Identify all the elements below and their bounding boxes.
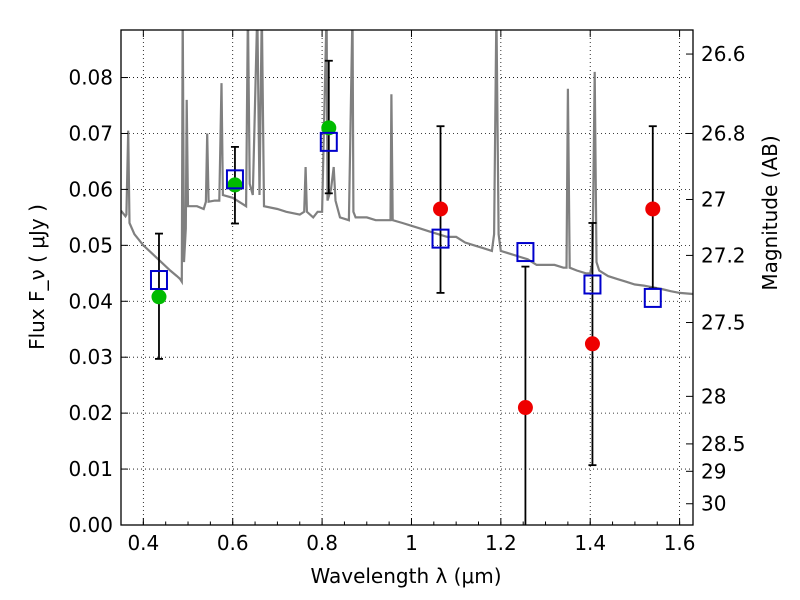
y-tick-label: 0.07 [68, 121, 113, 145]
y-tick-label: 0.00 [68, 513, 113, 537]
grid-layer [121, 30, 693, 526]
x-tick-label: 1.2 [485, 531, 517, 555]
right-ticks: 26.6 26.8 27 27.2 27.5 28 28.5 29 30 [686, 42, 746, 516]
right-tick-label: 26.6 [701, 42, 746, 66]
y-ticks: 0.00 0.01 0.02 0.03 0.04 0.05 0.06 0.07 0.08 [68, 66, 128, 537]
x-tick-label: 1.4 [574, 531, 606, 555]
x-tick-label: 1 [405, 531, 418, 555]
right-tick-label: 30 [701, 492, 726, 516]
model-square [583, 274, 602, 295]
green-data-point [321, 120, 337, 136]
right-tick-label: 27.5 [701, 311, 746, 335]
y-tick-label: 0.02 [68, 401, 113, 425]
spectrum-layer [121, 30, 693, 296]
x-tick-label: 0.6 [217, 531, 249, 555]
red-data-point [584, 336, 600, 352]
x-tick-label: 0.8 [306, 531, 338, 555]
y-tick-label: 0.04 [68, 289, 113, 313]
red-data-point [517, 400, 533, 416]
right-tick-label: 29 [701, 459, 726, 483]
model-square [516, 242, 535, 263]
y-tick-label: 0.01 [68, 457, 113, 481]
model-square [643, 287, 662, 308]
red-data-point [433, 201, 449, 217]
right-tick-label: 28 [701, 384, 726, 408]
error-bar-layer [154, 59, 657, 525]
y-tick-label: 0.05 [68, 233, 113, 257]
x-ticks: 0.4 0.6 0.8 1 1.2 1.4 1.6 [127, 30, 696, 555]
green-data-point [151, 289, 167, 305]
y-tick-label: 0.08 [68, 66, 113, 90]
model-square [149, 270, 168, 291]
y-axis-label: Flux F_ν ( μJy ) [25, 204, 49, 350]
y-tick-label: 0.06 [68, 177, 113, 201]
red-data-point [645, 201, 661, 217]
right-tick-label: 26.8 [701, 121, 746, 145]
model-square [431, 228, 450, 249]
model-square [225, 169, 244, 190]
x-axis-label: Wavelength λ (μm) [310, 564, 501, 588]
right-tick-label: 27 [701, 187, 726, 211]
x-tick-label: 1.6 [664, 531, 696, 555]
green-data-point [227, 177, 243, 193]
right-axis-label: Magnitude (AB) [758, 135, 782, 290]
right-tick-label: 28.5 [701, 432, 746, 456]
model-square [319, 131, 338, 152]
right-tick-label: 27.2 [701, 243, 746, 267]
y-tick-label: 0.03 [68, 345, 113, 369]
spectrum-line [121, 30, 693, 296]
x-tick-label: 0.4 [127, 531, 159, 555]
plot-frame [120, 29, 694, 526]
point-layer [149, 120, 662, 416]
